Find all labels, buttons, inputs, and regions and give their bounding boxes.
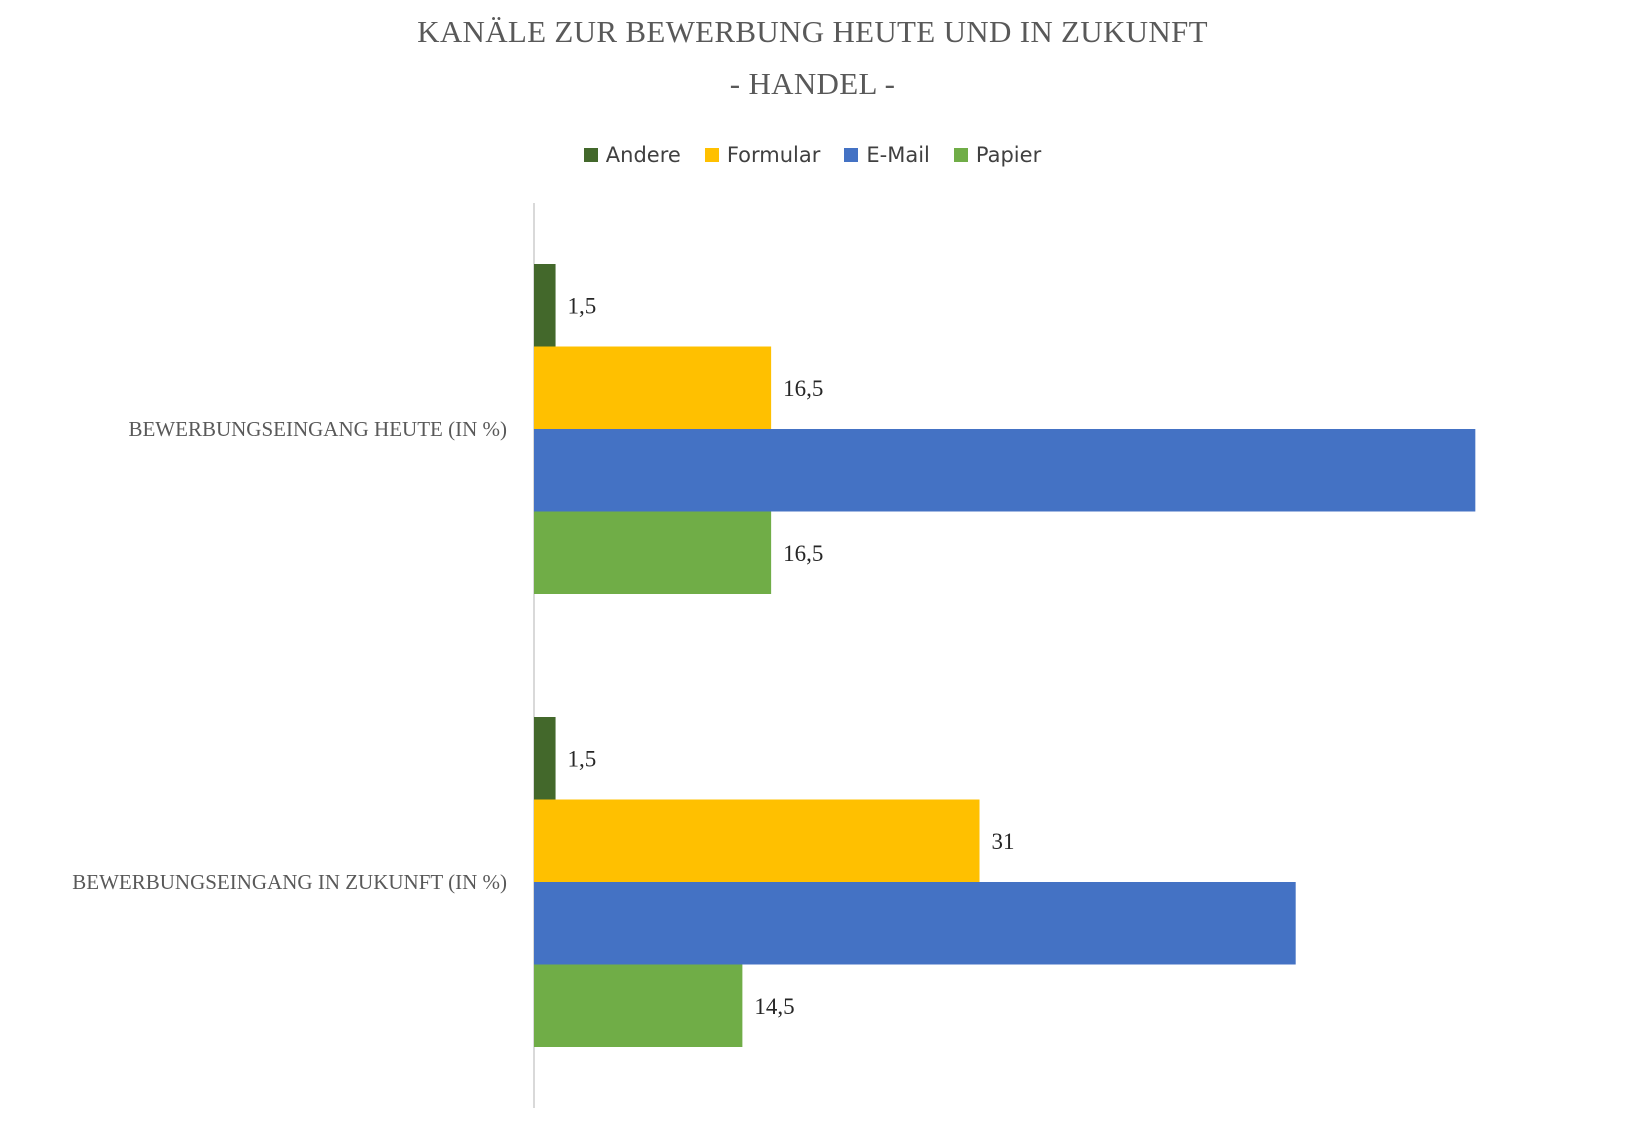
legend-swatch-formular [704,148,719,162]
category-label-2: BEWERBUNGSEINGANG IN ZUKUNFT (IN %) [72,870,507,894]
legend-swatch-andere [583,148,598,162]
legend-label-email: E-Mail [866,143,930,167]
legend-label-formular: Formular [726,143,821,167]
data-label-andere-1: 1,5 [568,293,597,318]
category-label-1: BEWERBUNGSEINGANG HEUTE (IN %) [128,417,507,441]
data-label-formular-2: 31 [992,829,1015,854]
bar-papier-1 [534,511,772,594]
chart-subtitle: - HANDEL - [729,66,896,101]
legend-swatch-email [844,148,859,162]
data-label-papier-1: 16,5 [783,541,823,566]
bar-e-mail-2 [534,882,1296,965]
bar-e-mail-1 [534,429,1476,512]
legend-item-formular: Formular [704,143,821,167]
bar-andere-1 [534,264,556,347]
legend-label-andere: Andere [605,143,681,167]
legend-item-andere: Andere [583,143,681,167]
chart-title: KANÄLE ZUR BEWERBUNG HEUTE UND IN ZUKUNF… [417,14,1208,49]
legend-item-papier: Papier [953,143,1042,167]
data-label-papier-2: 14,5 [754,994,794,1019]
legend-label-papier: Papier [975,143,1042,167]
bar-andere-2 [534,717,556,800]
bar-formular-2 [534,799,980,882]
bar-papier-2 [534,964,743,1047]
bar-formular-1 [534,346,772,429]
data-label-andere-2: 1,5 [568,746,597,771]
legend: Andere Formular E-Mail Papier [0,143,1625,167]
data-label-formular-1: 16,5 [783,376,823,401]
legend-swatch-papier [953,148,968,162]
legend-item-email: E-Mail [844,143,930,167]
